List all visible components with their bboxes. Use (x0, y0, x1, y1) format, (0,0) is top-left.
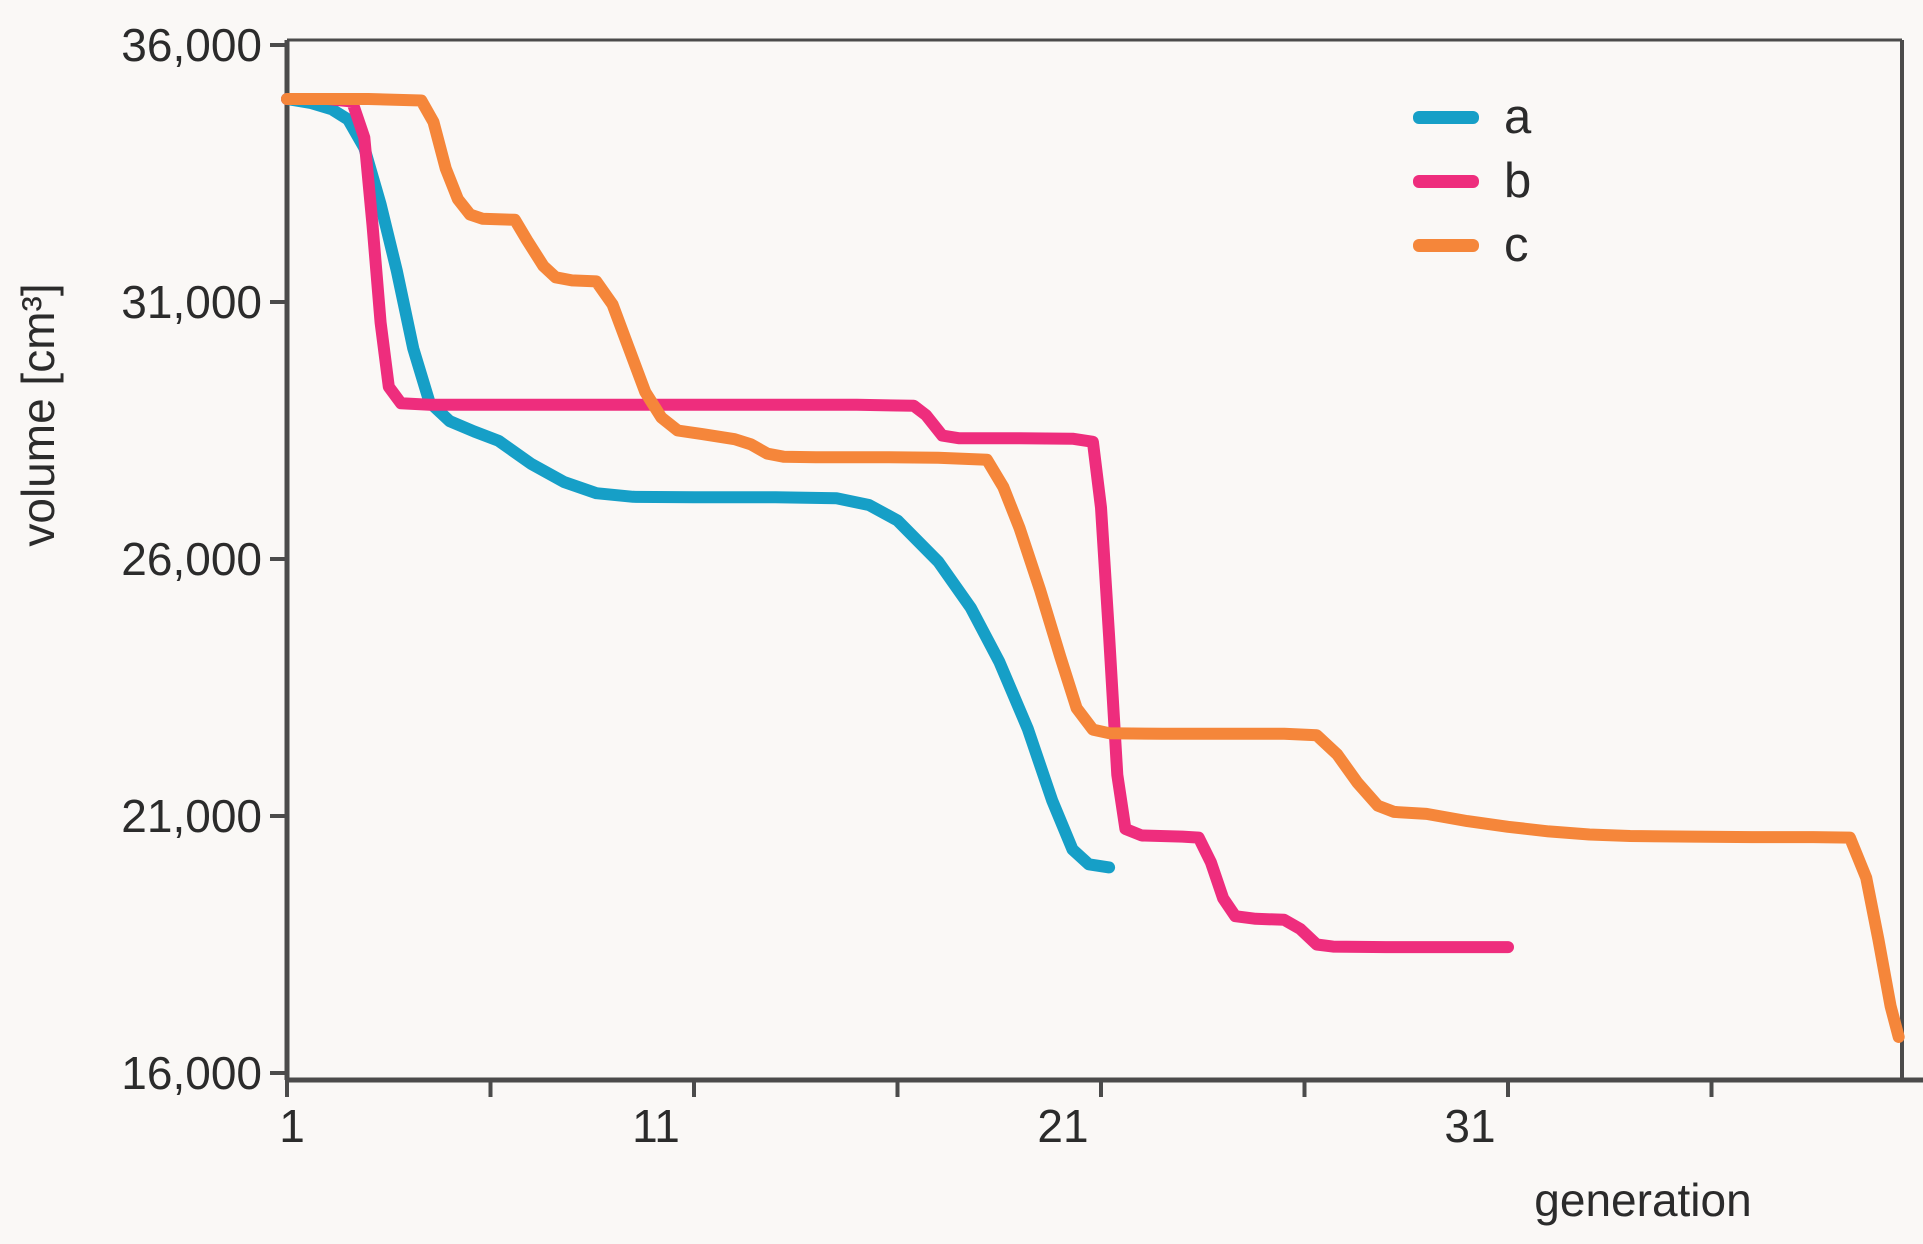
legend-swatch-a (1413, 110, 1479, 124)
series-c-line (281, 93, 1905, 1043)
series-b-line (281, 93, 1514, 954)
y-axis-title: volume [cm³] (12, 283, 64, 547)
y-tick-label: 21,000 (121, 790, 262, 842)
legend-swatch-c (1413, 238, 1479, 252)
legend-label-b: b (1504, 154, 1532, 208)
y-tick-label: 36,000 (121, 19, 262, 71)
x-tick-label: 31 (1444, 1100, 1496, 1152)
legend-label-c: c (1504, 218, 1529, 272)
x-tick-label: 21 (1037, 1100, 1089, 1152)
legend-swatch-b (1413, 174, 1479, 188)
x-tick-label: 1 (279, 1100, 305, 1152)
x-axis-title: generation (1534, 1174, 1752, 1226)
y-tick-label: 26,000 (121, 533, 262, 585)
y-tick-label: 16,000 (121, 1047, 262, 1099)
legend-label-a: a (1504, 90, 1532, 144)
legend-row-a: a (1413, 91, 1531, 143)
legend-row-b: b (1413, 155, 1531, 207)
y-tick-label: 31,000 (121, 276, 262, 328)
x-tick-label: 11 (632, 1100, 680, 1152)
legend-row-c: c (1413, 219, 1531, 271)
series-a-line (281, 93, 1116, 874)
